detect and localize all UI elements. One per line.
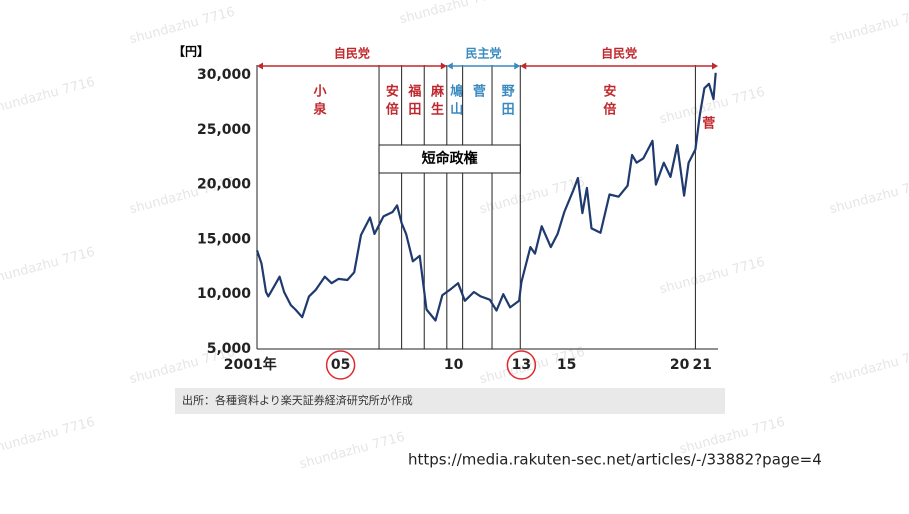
tick-highlight <box>506 350 537 380</box>
pm-name: 菅 <box>470 83 486 102</box>
pm-name: 安倍 <box>600 83 616 120</box>
short-term-label: 短命政権 <box>422 150 478 167</box>
watermark: shundazhu 7716 <box>828 5 909 48</box>
x-tick-label: 20 <box>670 357 690 373</box>
y-tick-label: 25,000 <box>197 122 251 138</box>
x-tick-label: 21 <box>692 357 711 373</box>
watermark: shundazhu 7716 <box>398 0 506 27</box>
x-tick-label: 10 <box>444 357 464 373</box>
watermark: shundazhu 7716 <box>0 415 96 458</box>
y-tick-label: 5,000 <box>207 341 252 357</box>
source-note: 出所：各種資料より楽天証券経済研究所が作成 <box>182 393 413 407</box>
y-tick-label: 15,000 <box>197 231 251 247</box>
party-label: 民主党 <box>466 46 502 61</box>
y-tick-label: 20,000 <box>197 177 251 193</box>
pm-name: 鳩山 <box>447 83 463 120</box>
y-tick-label: 10,000 <box>197 286 251 302</box>
url-text: https://media.rakuten-sec.net/articles/-… <box>408 451 822 469</box>
x-tick-label: 2001年 <box>224 356 277 373</box>
watermark: shundazhu 7716 <box>828 175 909 218</box>
source-bar <box>175 388 725 414</box>
y-unit: 【円】 <box>173 44 209 59</box>
x-tick-label: 13 <box>512 357 531 373</box>
pm-name: 野田 <box>499 84 515 120</box>
pm-name: 安倍 <box>383 83 399 120</box>
short-term-box <box>378 144 521 174</box>
tick-highlight <box>325 350 356 380</box>
price-line <box>255 72 717 322</box>
party-label: 自民党 <box>334 46 370 61</box>
watermark: shundazhu 7716 <box>128 5 236 48</box>
pm-name: 菅 <box>699 115 715 134</box>
pm-name: 麻生 <box>428 83 445 120</box>
watermark: shundazhu 7716 <box>828 345 909 388</box>
watermark: shundazhu 7716 <box>0 245 96 288</box>
watermark: shundazhu 7716 <box>298 430 406 473</box>
pm-name: 小泉 <box>311 84 327 120</box>
party-label: 自民党 <box>601 46 637 61</box>
y-tick-label: 30,000 <box>197 67 251 83</box>
pm-name: 福田 <box>405 83 422 120</box>
watermark: shundazhu 7716 <box>0 75 96 118</box>
x-tick-label: 15 <box>557 357 576 373</box>
x-tick-label: 05 <box>331 357 350 373</box>
watermark: shundazhu 7716 <box>658 255 766 298</box>
